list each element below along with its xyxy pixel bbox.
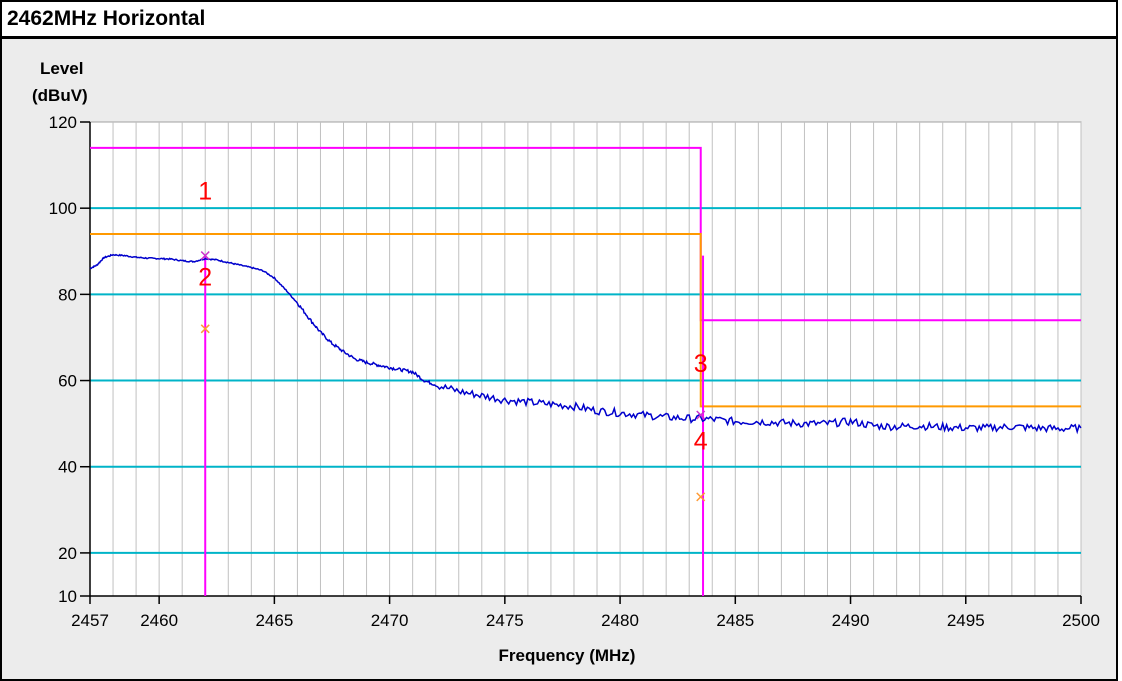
y-tick-label: 80 (58, 285, 77, 304)
marker-symbol (696, 492, 706, 502)
title-bar: 2462MHz Horizontal (2, 2, 1116, 39)
plot-area (89, 121, 1082, 597)
x-tick-label: 2460 (140, 611, 178, 630)
x-tick-label: 2465 (255, 611, 293, 630)
y-axis-title-line1: Level (40, 59, 83, 78)
marker-label: 3 (694, 350, 708, 378)
marker-symbol (200, 251, 210, 261)
y-tick-label: 60 (58, 372, 77, 391)
marker-symbol (696, 410, 706, 420)
x-tick-label: 2470 (371, 611, 409, 630)
marker-label: 1 (198, 178, 212, 206)
x-tick-label: 2475 (486, 611, 524, 630)
marker-label: 2 (198, 264, 212, 292)
chart-title: 2462MHz Horizontal (7, 7, 206, 30)
x-tick-label: 2480 (601, 611, 639, 630)
x-tick-label: 2500 (1062, 611, 1100, 630)
x-axis-title: Frequency (MHz) (499, 646, 636, 665)
y-tick-label: 40 (58, 458, 77, 477)
y-tick-label: 20 (58, 544, 77, 563)
marker-label: 4 (694, 427, 708, 455)
y-tick-label: 120 (49, 113, 77, 132)
y-axis-title-line2: (dBuV) (32, 86, 88, 105)
x-tick-label: 2457 (71, 611, 109, 630)
x-tick-label: 2490 (832, 611, 870, 630)
x-tick-label: 2485 (716, 611, 754, 630)
measurement-trace (89, 253, 1082, 435)
marker-symbol (200, 324, 210, 334)
x-tick-label: 2495 (947, 611, 985, 630)
y-tick-label: 10 (58, 587, 77, 606)
y-tick-label: 100 (49, 199, 77, 218)
average-limit-line (90, 233, 1081, 408)
